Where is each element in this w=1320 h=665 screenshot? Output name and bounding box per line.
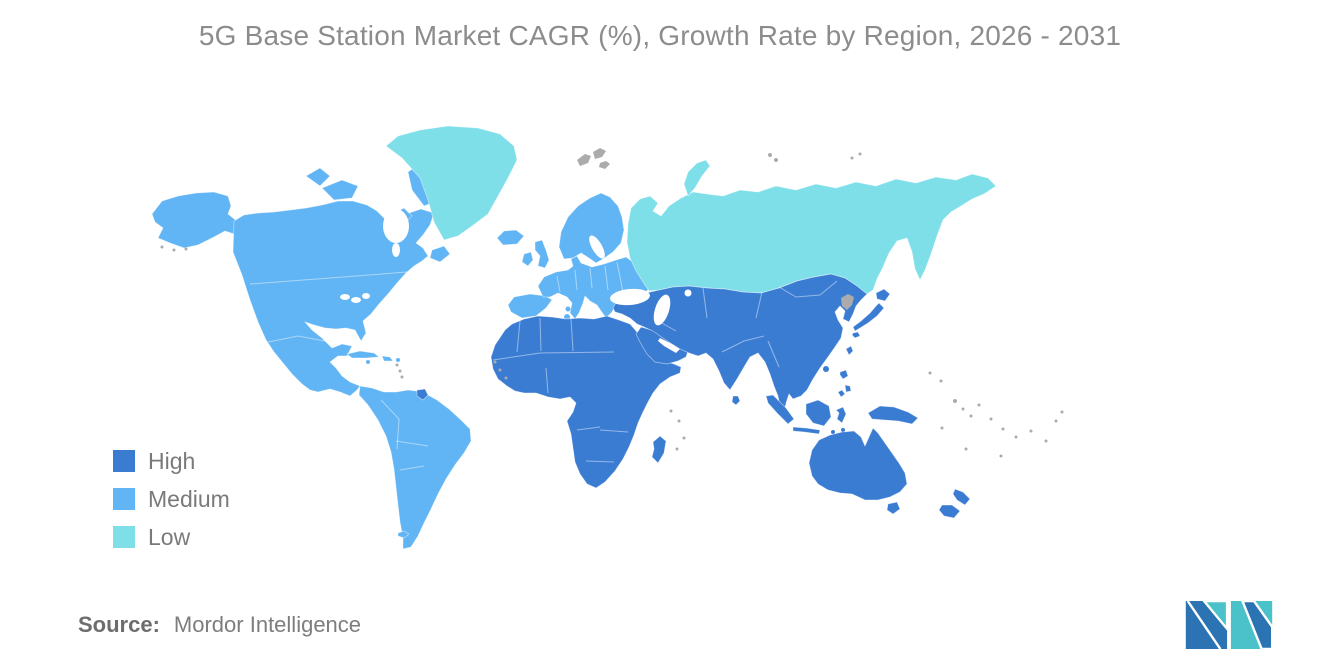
timor (831, 430, 835, 434)
jamaica (366, 360, 370, 364)
philippines-visayas (844, 384, 852, 393)
source-label: Source: (78, 612, 160, 637)
hainan (823, 366, 829, 372)
aral-sea (684, 289, 692, 297)
new-zealand-north (952, 488, 971, 506)
sea-of-okhotsk (887, 245, 911, 279)
australia (808, 427, 908, 501)
region-no-data (160, 148, 1064, 458)
legend-label-medium: Medium (148, 486, 230, 512)
honshu (852, 302, 885, 332)
country-borders (249, 261, 838, 471)
flores (841, 428, 845, 432)
source-row: Source: Mordor Intelligence (78, 612, 361, 638)
kyushu (851, 331, 861, 339)
logo-right-square (1230, 599, 1274, 651)
legend-swatch-medium (113, 488, 135, 510)
north-america-mainland (232, 200, 435, 397)
taiwan (845, 345, 854, 356)
novaya-zemlya (683, 159, 711, 197)
hispaniola (381, 355, 394, 362)
page-title: 5G Base Station Market CAGR (%), Growth … (198, 20, 1122, 51)
persian-gulf (658, 338, 680, 353)
sea-overlays (340, 209, 911, 353)
mordor-intelligence-logo (1185, 599, 1274, 651)
legend-item-low: Low (113, 524, 230, 550)
source-value: Mordor Intelligence (173, 612, 362, 637)
legend-label-low: Low (148, 524, 191, 550)
russia (626, 173, 997, 295)
great-lake-1 (340, 294, 350, 300)
borneo (805, 399, 832, 427)
legend-swatch-high (113, 450, 135, 472)
svalbard-3 (599, 161, 610, 169)
corsica (565, 306, 571, 312)
legend-item-medium: Medium (113, 486, 230, 512)
asia-mainland (612, 273, 868, 414)
cuba (346, 350, 380, 359)
sri-lanka (731, 395, 741, 406)
tasmania (886, 501, 901, 515)
iceland (496, 229, 525, 246)
new-zealand-south (938, 504, 961, 519)
french-guiana (416, 388, 429, 401)
region-high-cagr (416, 273, 971, 519)
legend-item-high: High (113, 448, 230, 474)
hudson-bay (383, 209, 409, 243)
africa (490, 315, 682, 489)
legend-swatch-low (113, 526, 135, 548)
logo-left-square (1185, 599, 1229, 650)
scandinavia (558, 192, 625, 264)
great-lake-3 (362, 293, 370, 299)
svalbard-2 (593, 148, 606, 159)
legend-label-high: High (148, 448, 196, 474)
north-korea (841, 294, 854, 310)
falkland-islands (397, 530, 410, 539)
victoria-island (321, 179, 359, 201)
greenland (385, 125, 518, 241)
banks-island (305, 167, 331, 187)
caspian-sea (653, 294, 671, 326)
legend: High Medium Low (113, 450, 230, 564)
james-bay (392, 243, 400, 257)
puerto-rico (396, 358, 400, 362)
java (792, 426, 821, 435)
ireland (521, 251, 534, 267)
new-guinea (867, 405, 919, 425)
newfoundland (429, 245, 451, 263)
iberia (507, 293, 553, 319)
philippines-luzon (839, 369, 849, 380)
black-sea (610, 288, 650, 306)
hokkaido (875, 288, 891, 302)
baltic-sea (589, 235, 605, 259)
sulawesi (835, 406, 847, 424)
great-britain (534, 239, 550, 269)
philippines-mindanao (837, 389, 846, 398)
svalbard-1 (577, 154, 591, 166)
region-europe (496, 192, 650, 328)
great-lake-2 (351, 297, 361, 303)
region-low-cagr (385, 125, 997, 295)
small-islands-dots (160, 152, 1064, 458)
sumatra (765, 394, 795, 425)
madagascar (651, 435, 667, 464)
